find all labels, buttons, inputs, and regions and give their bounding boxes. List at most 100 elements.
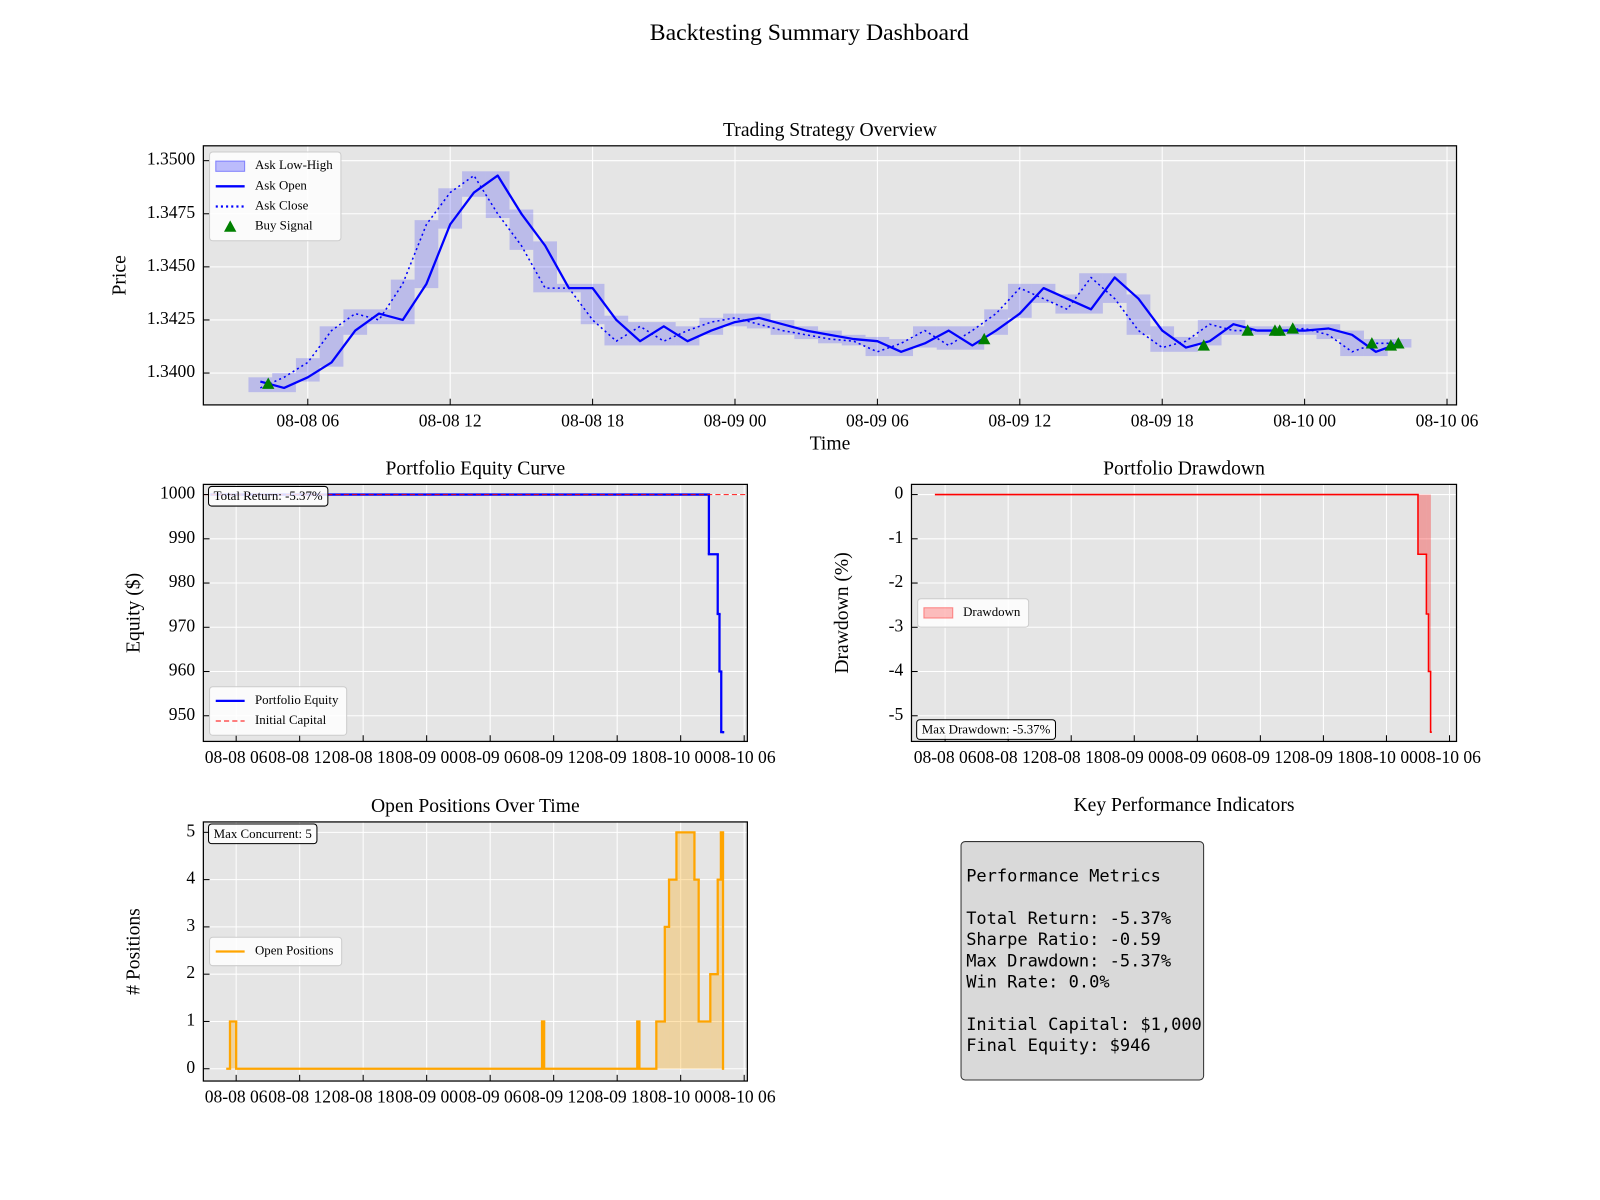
buy-signal <box>1273 324 1286 336</box>
x-tick-label: 08-08 06 <box>914 747 977 767</box>
x-tick-label: 08-08 12 <box>268 747 331 767</box>
plot-data <box>226 831 725 1070</box>
legend-box <box>917 598 1030 628</box>
y-tick-label: 3 <box>186 915 195 935</box>
low-high-band <box>984 309 1008 335</box>
y-tick-label: 1.3500 <box>147 149 195 169</box>
x-tick-label: 08-09 00 <box>395 1087 458 1107</box>
y-tick-label: 2 <box>186 962 195 982</box>
annotation-box <box>208 823 318 845</box>
low-high-band <box>675 326 700 346</box>
legend-label: Open Positions <box>255 943 333 957</box>
plot-data <box>248 171 1412 393</box>
x-tick-label: 08-09 06 <box>459 1087 522 1107</box>
buy-signal <box>262 377 275 389</box>
y-tick-label: 1.3400 <box>147 361 195 381</box>
area-fill <box>229 1021 237 1069</box>
low-high-band <box>533 241 557 293</box>
chart-title: Trading Strategy Overview <box>723 120 938 141</box>
y-tick-label: -5 <box>889 704 904 724</box>
kpi-line: Win Rate: 0.0% <box>966 972 1109 992</box>
x-tick-label: 08-08 06 <box>276 410 339 430</box>
legend-label: Ask Close <box>255 198 309 212</box>
y-tick-label: 1000 <box>160 483 195 503</box>
low-high-band <box>1102 273 1127 303</box>
chart-panel: 08-08 06 08-08 12 08-08 18 08-09 00 08-09 06… <box>124 796 776 1107</box>
x-tick-label: 08-09 12 <box>988 410 1051 430</box>
legend: Open Positions <box>209 936 343 967</box>
annotation-box <box>916 719 1057 740</box>
legend-swatch <box>215 160 246 172</box>
plot-frame <box>202 483 748 743</box>
low-high-band <box>1150 326 1175 352</box>
low-high-band <box>746 313 771 329</box>
legend-box <box>209 151 342 242</box>
low-high-band <box>485 171 510 219</box>
y-tick-label: 1.3450 <box>147 255 195 275</box>
x-tick-label: 08-08 18 <box>1040 747 1103 767</box>
area-fill <box>669 879 677 1069</box>
dashboard-title: Backtesting Summary Dashboard <box>650 20 969 46</box>
y-tick-label: 990 <box>169 527 196 547</box>
area-fill <box>676 832 695 1069</box>
low-high-band <box>936 326 961 350</box>
x-tick-label: 08-08 18 <box>561 410 624 430</box>
legend-swatch <box>224 220 237 232</box>
y-axis-label: Equity ($) <box>124 573 145 653</box>
kpi-line: Total Return: -5.37% <box>966 909 1171 929</box>
low-high-band <box>295 358 320 382</box>
low-high-band <box>319 326 344 367</box>
annotation: Max Concurrent: 5 <box>208 823 318 845</box>
low-high-band <box>1126 294 1151 335</box>
low-high-band <box>1055 294 1080 314</box>
area-fill <box>717 879 721 1069</box>
y-tick-label: 1.3425 <box>147 308 195 328</box>
legend: Ask Low-High Ask Open Ask Close Buy Signal <box>209 151 342 242</box>
legend: Drawdown <box>917 598 1030 628</box>
x-tick-label: 08-09 18 <box>1131 410 1194 430</box>
x-tick-label: 08-08 18 <box>332 1087 395 1107</box>
low-high-band <box>367 309 391 325</box>
chart-title: Open Positions Over Time <box>371 796 580 817</box>
x-tick-label: 08-09 18 <box>586 747 649 767</box>
x-tick-label: 08-10 06 <box>713 1087 776 1107</box>
area-fill <box>1417 494 1427 555</box>
low-high-band <box>414 220 439 289</box>
y-axis-label: Price <box>109 255 130 296</box>
low-high-band <box>1031 283 1056 303</box>
y-tick-label: 950 <box>169 704 196 724</box>
legend-label: Ask Low-High <box>255 158 333 172</box>
y-tick-label: -1 <box>889 527 904 547</box>
plot-frame <box>202 821 748 1082</box>
buy-signal <box>1197 339 1210 351</box>
x-tick-label: 08-09 06 <box>459 747 522 767</box>
legend-box <box>209 936 343 967</box>
chart-title: Portfolio Equity Curve <box>385 458 565 479</box>
low-high-band <box>390 279 415 325</box>
kpi-title: Key Performance Indicators <box>1073 795 1294 816</box>
y-tick-label: 1.3475 <box>147 202 195 222</box>
chart-panel: 08-08 06 08-08 12 08-08 18 08-09 00 08-09 06… <box>109 120 1478 455</box>
x-tick-label: 08-10 06 <box>713 747 776 767</box>
x-tick-label: 08-08 12 <box>268 1087 331 1107</box>
x-tick-label: 08-08 06 <box>205 1087 268 1107</box>
x-tick-label: 08-09 18 <box>1292 747 1355 767</box>
y-tick-label: -2 <box>889 571 904 591</box>
area-fill <box>694 879 699 1069</box>
low-high-band <box>628 322 652 346</box>
area-fill <box>656 1021 665 1069</box>
area-fill <box>698 1021 711 1069</box>
x-tick-label: 08-10 06 <box>1418 747 1481 767</box>
legend-label: Ask Open <box>255 178 307 192</box>
legend-label: Buy Signal <box>255 219 313 233</box>
x-tick-label: 08-09 18 <box>586 1087 649 1107</box>
x-tick-label: 08-09 12 <box>1229 747 1292 767</box>
kpi-line: Max Drawdown: -5.37% <box>966 951 1171 971</box>
low-high-band <box>462 171 486 197</box>
annotation: Max Drawdown: -5.37% <box>916 719 1057 740</box>
x-tick-label: 08-08 18 <box>332 747 395 767</box>
close-line <box>259 174 1400 389</box>
y-tick-label: 0 <box>894 483 903 503</box>
kpi-line: Initial Capital: $1,000 <box>966 1015 1202 1035</box>
